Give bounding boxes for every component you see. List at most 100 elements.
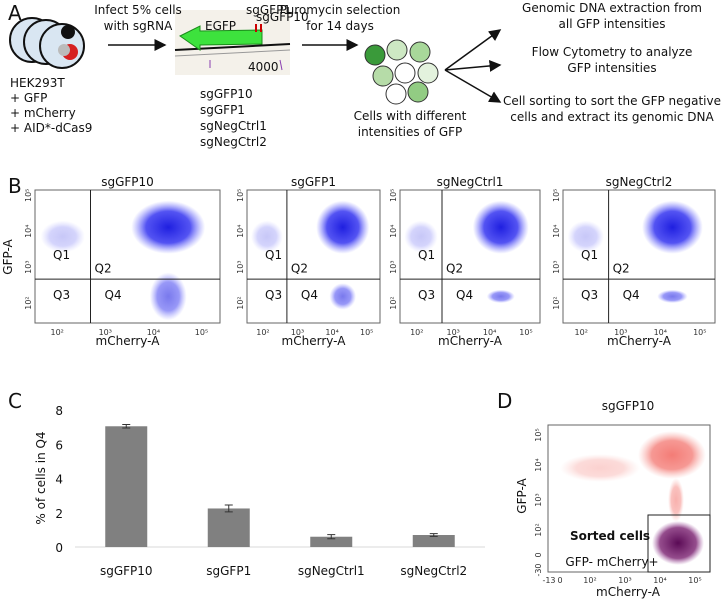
quadrant-label: Q1 (581, 248, 598, 262)
quadrant-label: Q3 (581, 288, 598, 302)
y-tick-label: 6 (55, 438, 63, 452)
guide-label: sgGFP1 (246, 3, 291, 17)
x-axis-label: mCherry-A (96, 334, 161, 348)
y-axis-label: GFP-A (515, 477, 529, 513)
x-tick-label: sgGFP10 (100, 564, 153, 578)
dot-cloud (652, 521, 704, 565)
x-axis-label: mCherry-A (438, 334, 503, 348)
x-tick-label: 10⁵ (693, 328, 706, 337)
quadrant-label: Q2 (446, 261, 463, 275)
y-tick-label: 2 (55, 507, 63, 521)
dot-cloud (567, 220, 605, 253)
x-tick-label: sgNegCtrl1 (298, 564, 365, 578)
bar (105, 426, 148, 547)
dot-cloud (40, 220, 85, 253)
gene-label: EGFP (205, 19, 236, 33)
y-tick-label: 10³ (552, 260, 561, 273)
cell-line: + GFP (10, 91, 47, 105)
quadrant-label: Q4 (105, 288, 122, 302)
x-tick-label: 10⁵ (519, 328, 532, 337)
y-tick-label: 10⁵ (24, 189, 33, 202)
dot-cloud (149, 272, 187, 321)
cell-line: HEK293T (10, 76, 65, 90)
quadrant-label: Q4 (623, 288, 640, 302)
y-tick-label: 4 (55, 473, 63, 487)
y-tick-label: 10⁴ (236, 225, 245, 238)
x-axis-label: mCherry-A (596, 585, 661, 599)
y-tick-label: 10² (24, 296, 33, 309)
error-bar (429, 533, 438, 537)
sgrna: sgNegCtrl2 (200, 135, 267, 149)
outcome: Genomic DNA extraction from (522, 1, 702, 15)
sgrna: sgGFP10 (200, 87, 253, 101)
quadrant-label: Q3 (53, 288, 70, 302)
dot-cloud (638, 431, 706, 479)
step-text: for 14 days (306, 19, 374, 33)
outcome: cells and extract its genomic DNA (510, 110, 714, 124)
quadrant-label: Q2 (613, 261, 630, 275)
x-tick-label: sgNegCtrl2 (400, 564, 467, 578)
cell-dish (9, 17, 85, 69)
plot-title: sgGFP1 (291, 175, 336, 189)
x-tick-label: 10² (575, 328, 588, 337)
arrows (444, 29, 502, 103)
cell-line: + AID*-dCas9 (10, 121, 92, 135)
y-tick-label: 10⁴ (534, 458, 543, 471)
dot-cloud (642, 200, 703, 254)
cell-line: + mCherry (10, 106, 76, 120)
y-tick-label: 0 (55, 541, 63, 555)
dot-cloud (486, 289, 515, 304)
x-tick-label: 10⁴ (483, 328, 496, 337)
dot-cloud (560, 454, 640, 482)
outcome: GFP intensities (567, 61, 656, 75)
dot-cloud (404, 220, 438, 253)
panel-label: A (8, 1, 22, 25)
outcome: Cell sorting to sort the GFP negative (503, 94, 721, 108)
dot-cloud (329, 283, 357, 310)
x-tick-label: 10² (410, 328, 423, 337)
dot-cloud (316, 200, 370, 254)
panel-label: D (497, 389, 512, 413)
x-tick-label: 10³ (614, 328, 627, 337)
gate-label: GFP- mCherry+ (565, 555, 658, 569)
x-tick-label: -13 (542, 576, 555, 585)
dot-cloud (657, 289, 688, 304)
x-tick-label: sgGFP1 (206, 564, 251, 578)
dot-cloud (250, 220, 283, 253)
dot-cloud (131, 200, 206, 254)
position-label: 4000 (248, 60, 279, 74)
error-bar (327, 534, 336, 540)
panel-label: C (8, 389, 22, 413)
y-tick-label: 10³ (389, 260, 398, 273)
x-tick-label: 10² (51, 328, 64, 337)
y-tick-label: 10⁵ (552, 189, 561, 202)
plot-title: sgNegCtrl2 (606, 175, 673, 189)
x-tick-label: 10³ (99, 328, 112, 337)
panel-label: B (8, 174, 22, 198)
y-tick-label: 10⁴ (552, 225, 561, 238)
x-tick-label: 10³ (618, 576, 631, 585)
quadrant-label: Q1 (53, 248, 70, 262)
y-tick-label: 0 (534, 552, 543, 557)
y-axis-label: GFP-A (1, 238, 15, 274)
step-text: Infect 5% cells (94, 3, 182, 17)
x-tick-label: 10² (256, 328, 269, 337)
x-tick-label: 10⁵ (360, 328, 373, 337)
x-tick-label: 10⁴ (654, 328, 667, 337)
x-tick-label: 10⁵ (195, 328, 208, 337)
error-bar (224, 504, 233, 513)
y-tick-label: 10² (534, 523, 543, 536)
y-tick-label: 10⁴ (24, 225, 33, 238)
y-axis-label: % of cells in Q4 (34, 431, 48, 524)
y-tick-label: 10³ (24, 260, 33, 273)
bar (310, 536, 353, 547)
guide-label: sgGFP10 (256, 10, 309, 24)
y-tick-label: 10⁵ (236, 189, 245, 202)
x-tick-label: 10³ (291, 328, 304, 337)
sgrna: sgNegCtrl1 (200, 119, 267, 133)
y-tick-label: 10² (552, 296, 561, 309)
bar (412, 535, 455, 547)
y-tick-label: 10² (236, 296, 245, 309)
x-tick-label: 10⁴ (325, 328, 338, 337)
error-bar (122, 424, 131, 429)
